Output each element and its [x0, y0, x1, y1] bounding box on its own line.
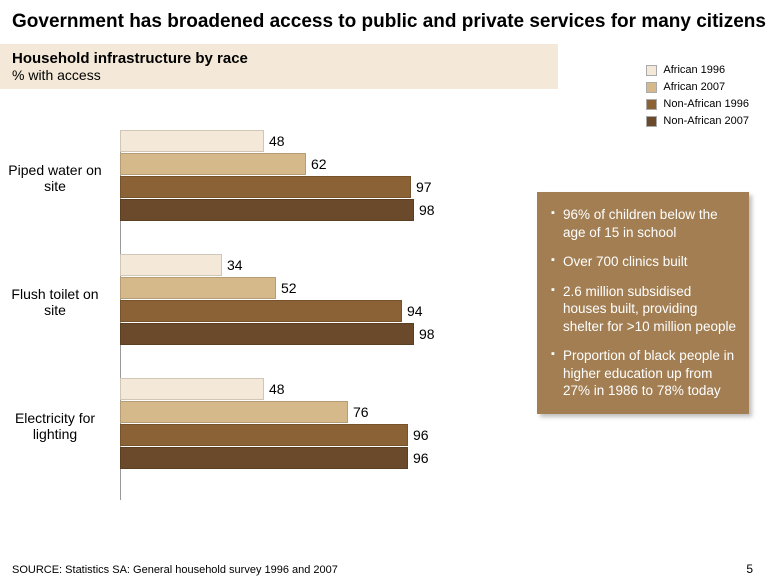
legend: African 1996 African 2007 Non-African 1996…: [646, 64, 749, 132]
bar-row: 96: [120, 424, 420, 446]
bar: 96: [120, 447, 408, 469]
bar-value-label: 96: [413, 450, 429, 466]
category-label: Electricity for lighting: [0, 410, 110, 442]
legend-label: Non-African 1996: [663, 98, 749, 110]
bar: 62: [120, 153, 306, 175]
bar-row: 34: [120, 254, 420, 276]
bar: 96: [120, 424, 408, 446]
bar-value-label: 48: [269, 133, 285, 149]
bar: 94: [120, 300, 402, 322]
bar-row: 76: [120, 401, 420, 423]
bar-value-label: 97: [416, 179, 432, 195]
legend-item: African 1996: [646, 64, 749, 76]
bar: 97: [120, 176, 411, 198]
callout-item: 2.6 million subsidised houses built, pro…: [551, 283, 737, 336]
bar-value-label: 96: [413, 427, 429, 443]
bar: 98: [120, 323, 414, 345]
bar: 76: [120, 401, 348, 423]
slide-title: Government has broadened access to publi…: [0, 0, 767, 44]
bar-row: 48: [120, 378, 420, 400]
legend-swatch: [646, 99, 657, 110]
legend-label: African 2007: [663, 81, 725, 93]
chart-group: Electricity for lighting48769696: [0, 378, 480, 480]
bar-value-label: 98: [419, 202, 435, 218]
bar: 52: [120, 277, 276, 299]
legend-item: African 2007: [646, 81, 749, 93]
subtitle-sub: % with access: [12, 67, 558, 83]
legend-swatch: [646, 116, 657, 127]
bar: 48: [120, 130, 264, 152]
bar-value-label: 48: [269, 381, 285, 397]
bar-row: 97: [120, 176, 420, 198]
bar: 98: [120, 199, 414, 221]
legend-swatch: [646, 65, 657, 76]
subtitle-band: Household infrastructure by race % with …: [0, 44, 558, 89]
bar-value-label: 34: [227, 257, 243, 273]
bar: 34: [120, 254, 222, 276]
bar-value-label: 62: [311, 156, 327, 172]
legend-item: Non-African 2007: [646, 115, 749, 127]
bar-value-label: 98: [419, 326, 435, 342]
bar-set: 48629798: [120, 130, 420, 222]
legend-label: African 1996: [663, 64, 725, 76]
bar-row: 98: [120, 199, 420, 221]
bar-row: 48: [120, 130, 420, 152]
chart-group: Piped water on site48629798: [0, 130, 480, 232]
bar-set: 48769696: [120, 378, 420, 470]
callout-box: 96% of children below the age of 15 in s…: [537, 192, 749, 414]
bar-value-label: 52: [281, 280, 297, 296]
category-label: Piped water on site: [0, 162, 110, 194]
legend-swatch: [646, 82, 657, 93]
category-label: Flush toilet on site: [0, 286, 110, 318]
bar-set: 34529498: [120, 254, 420, 346]
subtitle-main: Household infrastructure by race: [12, 50, 558, 67]
legend-item: Non-African 1996: [646, 98, 749, 110]
bar-row: 96: [120, 447, 420, 469]
bar-value-label: 94: [407, 303, 423, 319]
bar-row: 98: [120, 323, 420, 345]
page-number: 5: [746, 562, 753, 576]
bar-value-label: 76: [353, 404, 369, 420]
bar-chart: Piped water on site48629798Flush toilet …: [0, 130, 480, 502]
bar-row: 94: [120, 300, 420, 322]
chart-group: Flush toilet on site34529498: [0, 254, 480, 356]
callout-item: 96% of children below the age of 15 in s…: [551, 206, 737, 241]
legend-label: Non-African 2007: [663, 115, 749, 127]
callout-item: Proportion of black people in higher edu…: [551, 347, 737, 400]
bar: 48: [120, 378, 264, 400]
bar-row: 62: [120, 153, 420, 175]
bar-row: 52: [120, 277, 420, 299]
source-text: SOURCE: Statistics SA: General household…: [12, 564, 338, 576]
callout-item: Over 700 clinics built: [551, 253, 737, 271]
